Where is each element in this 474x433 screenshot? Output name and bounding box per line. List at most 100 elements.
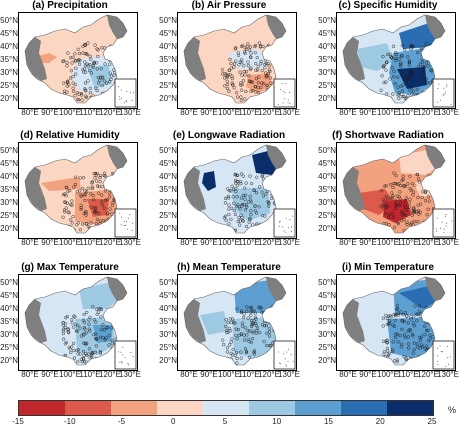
inset-island bbox=[131, 100, 133, 101]
station-marker bbox=[274, 329, 279, 333]
station-marker bbox=[406, 335, 410, 339]
station-marker bbox=[404, 356, 408, 360]
station-marker bbox=[385, 341, 389, 345]
station-marker bbox=[381, 65, 386, 69]
station-marker bbox=[100, 83, 104, 88]
station-marker bbox=[76, 47, 80, 51]
station-marker bbox=[265, 74, 269, 78]
map-panel: (b) Air Pressure 50°N 45°N 40°N 35°N 30°N 25°N… bbox=[159, 0, 300, 117]
station-marker bbox=[394, 203, 399, 207]
panel-title: (e) Longwave Radiation bbox=[172, 130, 286, 141]
panel-title: (b) Air Pressure bbox=[191, 0, 267, 11]
station-marker bbox=[82, 360, 86, 364]
latitude-label: 25°N bbox=[0, 81, 18, 90]
station-marker bbox=[96, 211, 101, 216]
longitude-label: 130°E bbox=[278, 108, 300, 117]
station-marker bbox=[61, 81, 66, 85]
station-marker bbox=[397, 93, 401, 97]
station-marker bbox=[252, 349, 257, 353]
station-marker bbox=[246, 328, 250, 333]
station-marker bbox=[75, 329, 79, 333]
station-marker bbox=[101, 323, 105, 327]
station-marker bbox=[271, 313, 275, 318]
station-marker bbox=[235, 337, 239, 341]
station-marker bbox=[260, 190, 264, 194]
station-marker bbox=[269, 185, 273, 189]
inset-island bbox=[443, 232, 445, 234]
station-marker bbox=[224, 360, 229, 364]
station-marker bbox=[89, 97, 93, 102]
station-marker bbox=[228, 73, 232, 77]
no-data-region bbox=[107, 15, 127, 39]
station-marker bbox=[264, 180, 268, 184]
station-marker bbox=[240, 73, 244, 77]
station-marker bbox=[95, 307, 99, 311]
contour-region bbox=[246, 73, 272, 93]
map-frame bbox=[336, 274, 456, 371]
station-marker bbox=[110, 74, 114, 78]
station-marker bbox=[249, 55, 253, 60]
latitude-label: 25°N bbox=[318, 81, 336, 90]
station-marker bbox=[79, 91, 84, 96]
station-marker bbox=[239, 83, 243, 87]
station-marker bbox=[235, 91, 239, 95]
station-marker bbox=[242, 312, 246, 316]
station-marker bbox=[62, 327, 66, 331]
station-marker bbox=[235, 307, 239, 311]
station-marker bbox=[387, 319, 392, 323]
station-marker bbox=[254, 68, 258, 72]
contour-regions bbox=[220, 41, 280, 102]
station-marker bbox=[386, 215, 391, 220]
inset-island bbox=[451, 220, 453, 222]
inset-island bbox=[287, 360, 289, 362]
latitude-label: 35°N bbox=[318, 317, 336, 326]
station-marker bbox=[107, 80, 112, 84]
station-marker bbox=[71, 74, 75, 79]
longitude-label: 110°E bbox=[238, 108, 260, 117]
station-marker bbox=[384, 61, 389, 65]
station-marker bbox=[409, 221, 414, 225]
south-china-sea-inset bbox=[273, 78, 296, 108]
inset-island bbox=[436, 217, 438, 219]
station-marker bbox=[111, 360, 115, 364]
station-marker bbox=[112, 73, 116, 78]
latitude-label: 40°N bbox=[0, 304, 18, 313]
station-marker bbox=[87, 347, 92, 351]
inset-island bbox=[127, 363, 129, 364]
station-marker bbox=[80, 186, 85, 191]
station-marker bbox=[235, 361, 239, 365]
station-marker bbox=[98, 219, 103, 223]
station-marker bbox=[246, 316, 250, 320]
inset-island bbox=[124, 357, 126, 359]
station-marker bbox=[81, 318, 86, 322]
station-marker bbox=[419, 202, 423, 206]
station-marker bbox=[430, 56, 434, 60]
inset-island bbox=[444, 91, 446, 93]
latitude-label: 50°N bbox=[318, 16, 336, 25]
station-marker bbox=[65, 61, 69, 65]
station-marker bbox=[230, 337, 234, 341]
station-marker bbox=[410, 181, 415, 186]
station-marker bbox=[94, 336, 98, 341]
station-marker bbox=[243, 97, 247, 101]
station-marker bbox=[245, 305, 249, 309]
station-marker bbox=[396, 75, 400, 80]
longitude-label: 90°E bbox=[41, 370, 59, 379]
station-marker bbox=[78, 227, 83, 232]
station-marker bbox=[77, 51, 82, 56]
station-marker bbox=[276, 307, 280, 311]
station-marker bbox=[96, 310, 101, 314]
station-marker bbox=[108, 207, 112, 211]
station-marker bbox=[222, 359, 227, 363]
station-marker bbox=[95, 179, 99, 183]
station-marker bbox=[273, 59, 277, 63]
latitude-label: 50°N bbox=[159, 146, 177, 155]
station-marker bbox=[400, 342, 404, 346]
station-marker bbox=[428, 57, 433, 61]
longitude-label: 80°E bbox=[180, 108, 198, 117]
station-marker bbox=[269, 316, 274, 320]
station-marker bbox=[399, 64, 403, 68]
station-marker bbox=[253, 84, 257, 89]
latitude-label: 30°N bbox=[159, 330, 177, 339]
station-marker bbox=[408, 77, 412, 81]
